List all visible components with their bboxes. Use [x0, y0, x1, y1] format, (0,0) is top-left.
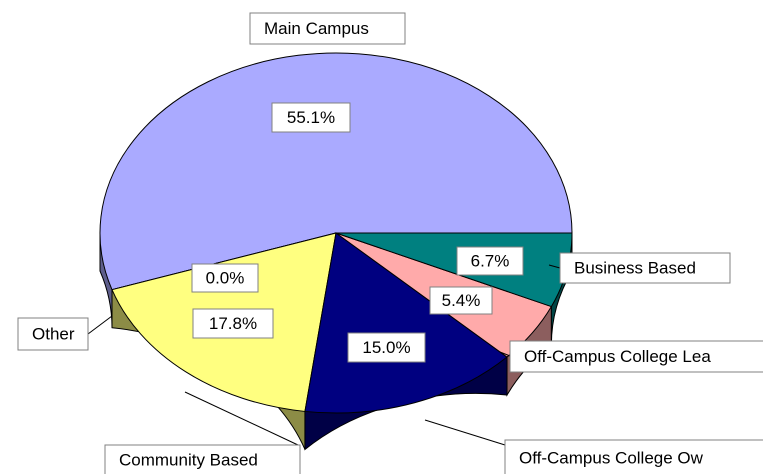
value-label-box [191, 263, 259, 293]
pie-slice [304, 232, 508, 414]
category-label-box [504, 439, 763, 474]
leader-line [184, 391, 299, 446]
category-label-box [249, 12, 406, 45]
category-label: Off-Campus College Lea [524, 347, 711, 366]
pie-slice [99, 52, 573, 291]
leader-line [424, 419, 506, 446]
value-label: 5.4% [442, 291, 481, 310]
leader-line [499, 351, 511, 357]
leader-line [87, 315, 113, 335]
category-label: Business Based [574, 258, 696, 277]
value-label: 55.1% [287, 108, 335, 127]
value-label-box [271, 102, 351, 133]
value-label: 6.7% [471, 251, 510, 270]
value-label: 17.8% [209, 314, 257, 333]
category-label: Off-Campus College Ow [519, 448, 704, 467]
value-label-box [456, 246, 524, 276]
value-label-box [192, 308, 274, 339]
category-label-box [104, 444, 301, 474]
category-label: Other [32, 324, 75, 343]
category-label-box [559, 252, 731, 284]
value-label-box [429, 286, 493, 315]
value-label: 0.0% [206, 268, 245, 287]
labels: Main Campus Other Community Based Off-Campu… [17, 12, 763, 474]
value-label-box [347, 332, 426, 363]
value-label: 15.0% [362, 338, 410, 357]
category-label: Main Campus [264, 19, 369, 38]
leader-line [548, 264, 561, 269]
category-label: Community Based [119, 450, 258, 469]
category-label-box [509, 340, 763, 373]
category-label-box [17, 317, 89, 351]
